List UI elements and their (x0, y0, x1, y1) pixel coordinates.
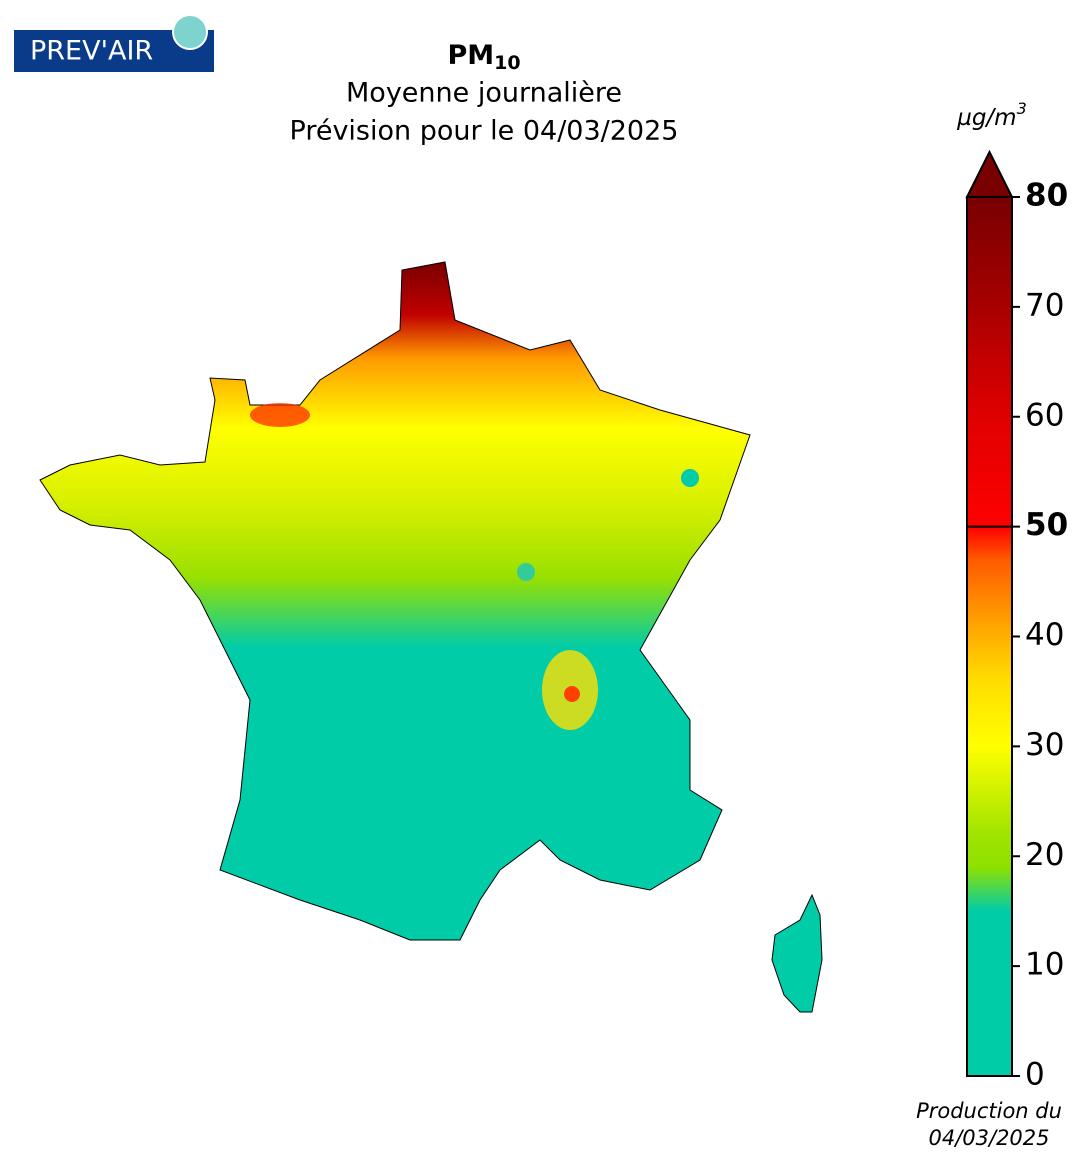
tick-label: 30 (1025, 727, 1064, 763)
france (39, 261, 751, 941)
title: PM10 (447, 40, 520, 74)
colorbar: µg/m3 0 10 20 30 40 50 60 70 80 (956, 99, 1068, 1093)
map (39, 261, 823, 1013)
unit: µg/m3 (956, 99, 1027, 131)
low-spot (681, 469, 699, 487)
hotspot (564, 686, 580, 702)
footer: Production du (916, 1099, 1062, 1123)
corsica (771, 893, 823, 1013)
unit-sup: 3 (1017, 99, 1027, 118)
logo-globe (172, 14, 208, 50)
colorbar-body (966, 196, 1013, 1077)
colorbar-extend (965, 149, 1014, 198)
footer: 04/03/2025 (928, 1126, 1049, 1150)
logo: PREV'AIR (14, 14, 214, 72)
subtitle: Prévision pour le 04/03/2025 (290, 116, 679, 147)
tick-label: 60 (1025, 397, 1064, 433)
hotspot (250, 403, 310, 427)
tick-label: 70 (1025, 287, 1064, 323)
title-sub: 10 (494, 52, 520, 74)
tick-label: 0 (1025, 1057, 1045, 1093)
low-spot (517, 563, 535, 581)
tick-label: 40 (1025, 617, 1064, 653)
tick-label: 20 (1025, 837, 1064, 873)
unit-base: µg/m (956, 105, 1016, 131)
title-main: PM (447, 40, 494, 71)
logo-text: PREV'AIR (30, 36, 153, 67)
tick-label: 10 (1025, 947, 1064, 983)
subtitle: Moyenne journalière (346, 78, 622, 109)
tick-label: 50 (1025, 507, 1068, 543)
tick-label: 80 (1025, 178, 1068, 214)
